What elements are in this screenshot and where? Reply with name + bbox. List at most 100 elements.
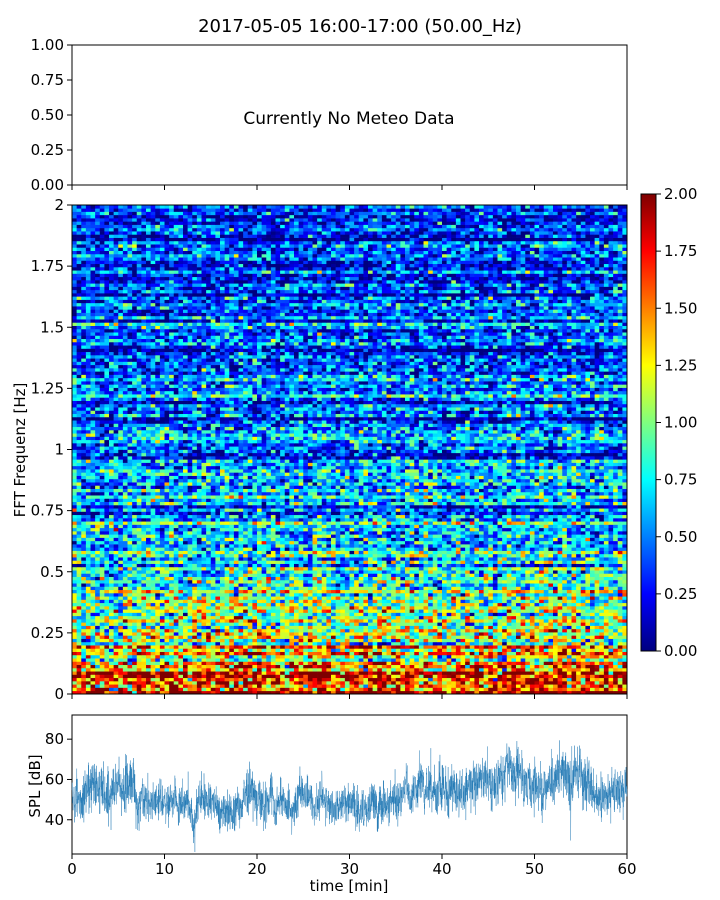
spectrogram-cell	[368, 577, 373, 581]
spectrogram-cell	[465, 586, 470, 590]
spectrogram-cell	[363, 570, 368, 574]
spectrogram-cell	[400, 564, 405, 568]
spectrogram-cell	[562, 668, 567, 672]
spectrogram-cell	[151, 642, 156, 646]
spectrogram-cell	[548, 648, 553, 652]
spectrogram-cell	[368, 616, 373, 620]
spectrogram-cell	[474, 635, 479, 639]
spectrogram-cell	[461, 619, 466, 623]
spectrogram-cell	[350, 626, 355, 630]
spectrogram-cell	[470, 619, 475, 623]
spectrogram-cell	[229, 629, 234, 633]
spectrogram-cell	[174, 629, 179, 633]
spectrogram-cell	[548, 560, 553, 564]
spectrogram-cell	[289, 573, 294, 577]
spectrogram-cell	[493, 622, 498, 626]
spectrogram-cell	[271, 557, 276, 561]
spectrogram-cell	[618, 632, 623, 636]
spectrogram-cell	[169, 655, 174, 659]
spectrogram-cell	[266, 648, 271, 652]
spectrogram-cell	[618, 586, 623, 590]
spectrogram-cell	[456, 661, 461, 665]
spectrogram-cell	[100, 626, 105, 630]
spectrogram-cell	[581, 681, 586, 685]
spectrogram-cell	[484, 609, 489, 613]
spectrogram-cell	[576, 622, 581, 626]
spectrogram-cell	[165, 609, 170, 613]
spectrogram-cell	[252, 642, 257, 646]
spectrogram-cell	[155, 629, 160, 633]
spectrogram-cell	[488, 684, 493, 688]
spectrogram-cell	[576, 619, 581, 623]
spectrogram-cell	[530, 573, 535, 577]
spectrogram-cell	[303, 599, 308, 603]
spectrogram-cell	[215, 684, 220, 688]
spectrogram-cell	[424, 603, 429, 607]
spectrogram-cell	[437, 619, 442, 623]
spectrogram-cell	[613, 619, 618, 623]
spectrogram-cell	[576, 613, 581, 617]
spectrogram-cell	[155, 684, 160, 688]
spectrogram-cell	[100, 580, 105, 584]
spectrogram-cell	[391, 590, 396, 594]
spectrogram-cell	[220, 570, 225, 574]
spectrogram-cell	[539, 652, 544, 656]
spectrogram-cell	[239, 590, 244, 594]
spectrogram-cell	[276, 635, 281, 639]
spectrogram-cell	[414, 635, 419, 639]
spectrogram-cell	[585, 593, 590, 597]
spectrogram-cell	[382, 681, 387, 685]
spectrogram-cell	[266, 580, 271, 584]
spectrogram-cell	[498, 626, 503, 630]
spectrogram-cell	[521, 648, 526, 652]
spectrogram-cell	[169, 567, 174, 571]
spectrogram-cell	[123, 639, 128, 643]
spectrogram-cell	[174, 606, 179, 610]
spectrogram-cell	[299, 613, 304, 617]
spectrogram-cell	[280, 632, 285, 636]
spectrogram-cell	[81, 632, 86, 636]
spectrogram-cell	[521, 681, 526, 685]
spectrogram-cell	[424, 619, 429, 623]
spectrogram-cell	[262, 687, 267, 691]
spectrogram-cell	[303, 681, 308, 685]
spectrogram-cell	[530, 635, 535, 639]
spectrogram-cell	[317, 573, 322, 577]
spectrogram-cell	[206, 596, 211, 600]
spectrogram-cell	[202, 687, 207, 691]
spectrogram-cell	[382, 567, 387, 571]
spectrogram-cell	[507, 599, 512, 603]
spectrogram-cell	[248, 573, 253, 577]
spectrogram-cell	[72, 577, 77, 581]
spectrogram-cell	[289, 655, 294, 659]
spectrogram-cell	[183, 648, 188, 652]
spectrogram-cell	[363, 674, 368, 678]
spectrogram-cell	[100, 570, 105, 574]
spectrogram-cell	[132, 642, 137, 646]
spectrogram-cell	[183, 665, 188, 669]
spectrogram-cell	[451, 661, 456, 665]
spectrogram-cell	[585, 655, 590, 659]
spectrogram-cell	[280, 593, 285, 597]
spectrogram-cell	[590, 661, 595, 665]
spectrogram-cell	[382, 593, 387, 597]
spectrogram-cell	[141, 560, 146, 564]
spectrogram-cell	[428, 681, 433, 685]
spectrogram-cell	[562, 678, 567, 682]
spectrogram-cell	[400, 652, 405, 656]
spectrogram-cell	[132, 599, 137, 603]
spectrogram-cell	[280, 577, 285, 581]
spectrogram-cell	[391, 570, 396, 574]
spectrogram-cell	[160, 603, 165, 607]
spectrogram-cell	[535, 678, 540, 682]
spectrogram-cell	[373, 619, 378, 623]
spectrogram-cell	[257, 626, 262, 630]
spectrogram-cell	[128, 599, 133, 603]
spectrogram-cell	[109, 613, 114, 617]
spectrogram-cell	[507, 560, 512, 564]
spectrogram-cell	[604, 648, 609, 652]
spectrogram-cell	[326, 665, 331, 669]
spectrogram-cell	[539, 570, 544, 574]
spectrogram-cell	[595, 684, 600, 688]
spectrogram-cell	[225, 665, 230, 669]
